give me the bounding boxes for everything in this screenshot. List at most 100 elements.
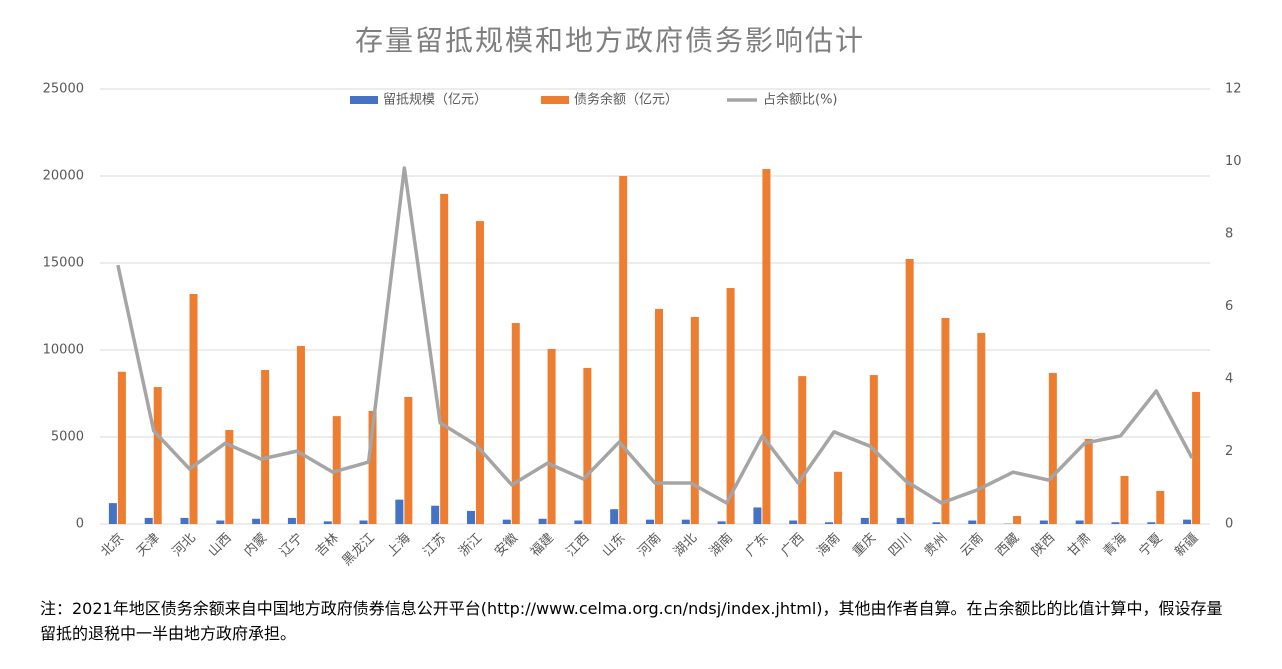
bar xyxy=(225,430,234,524)
x-tick-label: 贵州 xyxy=(922,531,951,560)
x-tick-label: 广西 xyxy=(779,531,808,560)
bar xyxy=(180,517,189,524)
bar xyxy=(117,371,126,524)
y-tick-label: 15000 xyxy=(43,256,84,271)
y-tick-label: 5000 xyxy=(51,430,84,445)
x-tick-label: 河南 xyxy=(635,530,665,560)
bar xyxy=(547,348,556,524)
x-tick-label: 西藏 xyxy=(993,531,1022,560)
bar xyxy=(144,517,153,524)
x-tick-label: 浙江 xyxy=(456,531,485,560)
bar xyxy=(1084,438,1093,524)
x-tick-label: 广东 xyxy=(743,531,772,560)
bar xyxy=(932,522,941,524)
y2-tick-label: 0 xyxy=(1225,517,1233,532)
bar xyxy=(216,520,225,524)
x-tick-label: 甘肃 xyxy=(1065,531,1094,560)
y-tick-label: 10000 xyxy=(43,343,84,358)
bar xyxy=(252,518,261,524)
bar xyxy=(977,332,986,524)
x-tick-label: 辽宁 xyxy=(277,530,307,560)
bar xyxy=(466,510,475,524)
bar xyxy=(511,323,520,524)
bar xyxy=(1147,522,1156,524)
x-tick-label: 山西 xyxy=(206,531,235,560)
bar xyxy=(789,520,798,524)
x-tick-label: 宁夏 xyxy=(1136,530,1166,560)
bar xyxy=(941,317,950,524)
y2-tick-label: 12 xyxy=(1225,82,1242,97)
bar xyxy=(717,521,726,524)
bar xyxy=(359,520,368,524)
bar xyxy=(860,517,869,524)
y-tick-label: 20000 xyxy=(43,169,84,184)
x-tick-label: 重庆 xyxy=(849,530,879,560)
x-tick-label: 安徽 xyxy=(492,531,521,560)
bar xyxy=(574,520,583,524)
x-tick-label: 新疆 xyxy=(1172,530,1202,560)
x-tick-label: 四川 xyxy=(886,531,915,560)
x-tick-label: 青海 xyxy=(1101,531,1130,560)
x-tick-label: 山东 xyxy=(599,531,628,560)
x-tick-label: 江西 xyxy=(564,531,593,560)
bar xyxy=(619,176,628,524)
bar xyxy=(834,471,843,524)
bar xyxy=(108,503,117,524)
y2-tick-label: 4 xyxy=(1225,372,1233,387)
bar xyxy=(1111,522,1120,524)
x-tick-label: 河北 xyxy=(170,531,199,560)
bar xyxy=(1120,475,1129,524)
bar xyxy=(1048,372,1057,524)
bar xyxy=(1075,520,1084,524)
bar xyxy=(404,396,413,524)
bar xyxy=(189,293,198,524)
x-tick-label: 天津 xyxy=(134,531,163,560)
legend-label: 债务余额（亿元） xyxy=(574,92,678,108)
bar xyxy=(681,519,690,524)
bar xyxy=(1192,391,1201,524)
bar xyxy=(1013,515,1022,524)
y-tick-label: 25000 xyxy=(43,82,84,97)
bar xyxy=(1183,519,1192,524)
bar xyxy=(753,507,762,524)
y-tick-label: 0 xyxy=(76,517,84,532)
line-series xyxy=(116,166,1194,505)
y2-tick-label: 10 xyxy=(1225,154,1242,169)
legend-label: 占余额比(%) xyxy=(763,92,838,108)
bar xyxy=(1039,520,1048,524)
bar xyxy=(153,387,162,524)
bar xyxy=(440,193,449,524)
x-tick-label: 黑龙江 xyxy=(340,531,378,569)
x-tick-label: 湖北 xyxy=(671,531,700,560)
bar xyxy=(296,345,305,524)
y2-tick-label: 8 xyxy=(1225,227,1233,242)
chart: 存量留抵规模和地方政府债务影响估计 0 5000 10000 15000 20000 25… xyxy=(43,24,1242,569)
x-tick-label: 陕西 xyxy=(1029,531,1058,560)
chart-title: 存量留抵规模和地方政府债务影响估计 xyxy=(355,24,865,57)
x-tick-label: 内蒙 xyxy=(241,530,271,560)
bar xyxy=(905,258,914,524)
bar xyxy=(431,505,440,524)
bar xyxy=(1156,490,1165,524)
bar xyxy=(655,308,663,524)
bar xyxy=(798,376,807,524)
x-tick-label: 吉林 xyxy=(313,531,342,560)
bar xyxy=(323,521,332,524)
footnote: 注：2021年地区债务余额来自中国地方政府债券信息公开平台(http://www… xyxy=(40,599,1223,643)
bar xyxy=(726,288,735,524)
bar xyxy=(762,169,771,525)
x-tick-label: 湖南 xyxy=(706,530,736,560)
bar xyxy=(825,522,834,524)
bar xyxy=(287,517,296,524)
bar xyxy=(610,509,619,524)
bar xyxy=(475,221,484,525)
x-tick-label: 福建 xyxy=(528,531,557,560)
y2-tick-label: 6 xyxy=(1225,299,1233,314)
bar xyxy=(395,499,404,524)
x-tick-label: 江苏 xyxy=(420,530,450,560)
legend-label: 留抵规模（亿元） xyxy=(383,93,487,108)
bar xyxy=(968,520,977,524)
bar xyxy=(646,519,654,524)
x-tick-label: 云南 xyxy=(957,530,987,560)
